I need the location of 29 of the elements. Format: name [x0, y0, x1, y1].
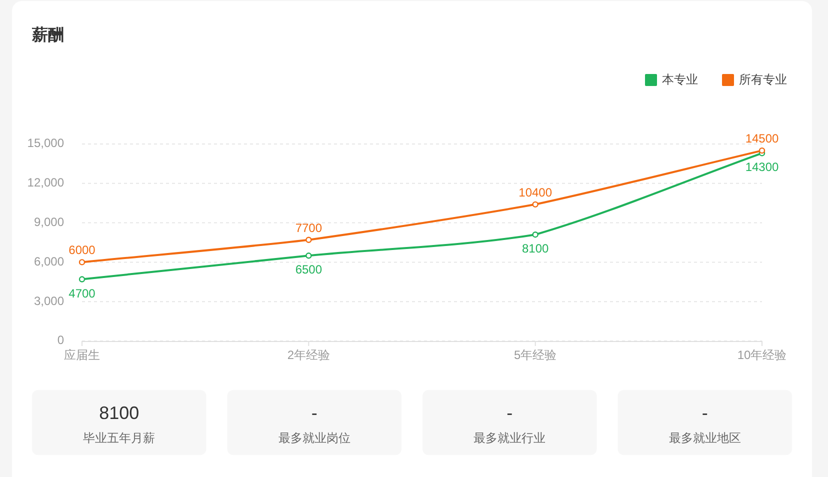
text: - — [702, 403, 708, 423]
y-tick-label: 0 — [57, 333, 64, 348]
data-label: 14500 — [745, 132, 780, 146]
y-tick-label: 9,000 — [34, 214, 64, 229]
category-label: 最多就业地区 — [668, 431, 741, 445]
x-tick-label: 2年经验 — [287, 348, 330, 362]
data-label: 6000 — [68, 243, 96, 258]
category-label: 最多就业行业 — [474, 431, 546, 445]
text: - — [506, 403, 513, 423]
data-label: 10400 — [518, 185, 552, 200]
legend-label: 所有专业 — [739, 72, 787, 87]
y-tick-label: 12,000 — [27, 176, 64, 190]
x-tick-label: 10年经验 — [737, 348, 787, 362]
category-label: 毕业五年月薪 — [83, 431, 156, 445]
y-tick-label: 15,000 — [27, 136, 64, 150]
data-label: 7700 — [295, 220, 322, 235]
data-label: 14300 — [745, 160, 780, 174]
data-label: 4700 — [68, 286, 96, 300]
x-tick-label: 应届生 — [64, 348, 100, 362]
y-tick-label: 6,000 — [34, 254, 64, 268]
data-label: 8100 — [522, 242, 550, 256]
data-label: 6500 — [295, 262, 322, 277]
chart-title: 薪酬 — [31, 26, 64, 44]
legend-label: 本专业 — [662, 72, 698, 87]
text: - — [311, 403, 318, 423]
text: 8100 — [99, 403, 140, 423]
y-tick-label: 3,000 — [34, 294, 64, 308]
category-label: 最多就业岗位 — [278, 431, 350, 445]
x-tick-label: 5年经验 — [514, 348, 557, 362]
